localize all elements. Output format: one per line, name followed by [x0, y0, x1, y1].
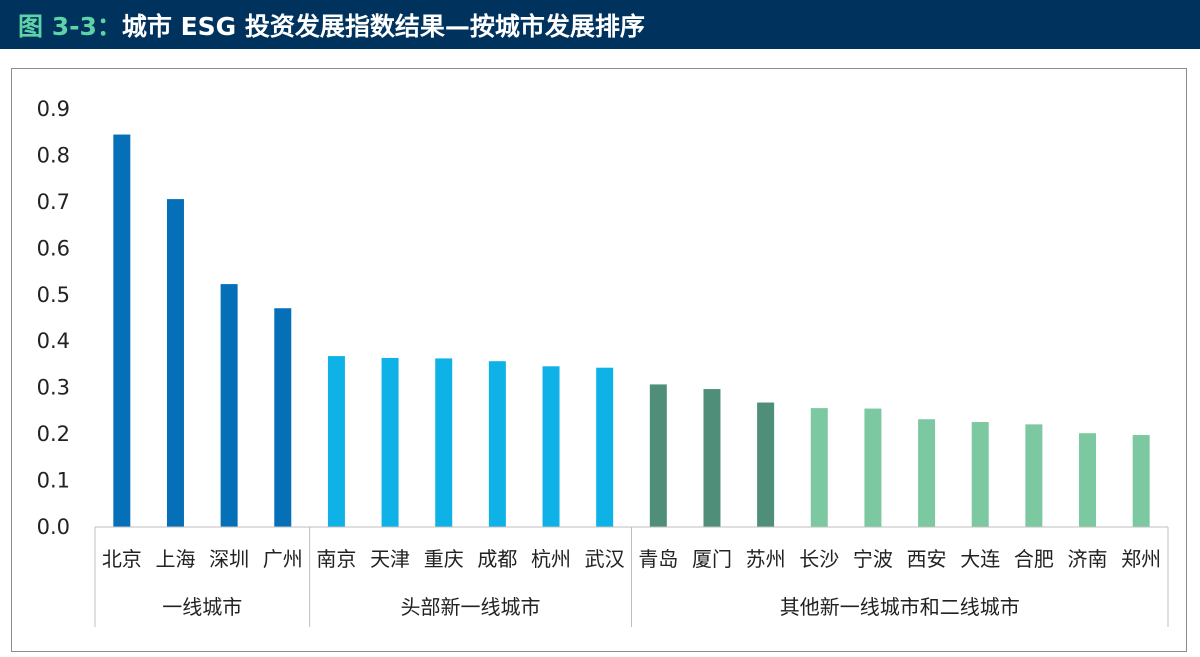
group-label: 头部新一线城市 — [401, 595, 541, 619]
category-label: 合肥 — [1014, 547, 1054, 571]
bar-成都 — [488, 361, 506, 527]
title-separator: ： — [96, 11, 122, 41]
bars — [113, 134, 1150, 527]
bar-宁波 — [864, 408, 882, 527]
category-label: 西安 — [907, 547, 947, 571]
bar-长沙 — [810, 408, 828, 527]
bar-重庆 — [435, 358, 453, 527]
category-label: 天津 — [370, 547, 410, 571]
x-axis: 北京 上海 深圳 广州 南京 天津 重庆 成都 杭州 武汉 青岛 厦门 苏州 长沙 宁波 西安 大连 合肥 济南 郑州… — [94, 526, 1169, 627]
group-label: 一线城市 — [162, 595, 242, 619]
bar-广州 — [274, 308, 292, 527]
chart-title: 城市 ESG 投资发展指数结果—按城市发展排序 — [121, 11, 645, 41]
y-tick-label: 0.1 — [37, 469, 70, 493]
bar-深圳 — [220, 284, 238, 527]
category-label: 深圳 — [209, 547, 249, 571]
bar-青岛 — [649, 384, 667, 527]
category-label: 广州 — [263, 547, 303, 571]
group-label: 其他新一线城市和二线城市 — [780, 595, 1020, 619]
y-tick-label: 0.5 — [37, 283, 70, 307]
category-label: 上海 — [155, 547, 195, 571]
category-label: 大连 — [960, 547, 1000, 571]
category-label: 济南 — [1068, 547, 1108, 571]
bar-南京 — [327, 356, 345, 527]
category-label: 杭州 — [531, 547, 571, 571]
y-tick-label: 0.7 — [37, 190, 70, 214]
bar-合肥 — [1025, 424, 1043, 527]
bar-chart: 0.0 0.1 0.2 0.3 0.4 0.5 0.6 0.7 0.8 0.9 北京 上海 深圳 广州南… — [37, 97, 1169, 627]
category-label: 重庆 — [424, 547, 464, 571]
bar-北京 — [113, 134, 131, 527]
bar-济南 — [1079, 433, 1097, 527]
category-label: 郑州 — [1121, 547, 1161, 571]
bar-大连 — [971, 422, 989, 527]
category-label: 青岛 — [638, 547, 678, 571]
y-tick-label: 0.9 — [37, 97, 70, 121]
category-label: 厦门 — [692, 547, 732, 571]
bar-厦门 — [703, 389, 721, 527]
bar-苏州 — [757, 402, 775, 527]
category-label: 苏州 — [746, 547, 786, 571]
y-tick-label: 0.6 — [37, 236, 70, 260]
bar-杭州 — [542, 366, 560, 527]
bar-西安 — [918, 419, 936, 527]
y-tick-label: 0.0 — [37, 515, 70, 539]
y-axis: 0.0 0.1 0.2 0.3 0.4 0.5 0.6 0.7 0.8 0.9 — [37, 97, 70, 539]
chart-panel: 0.0 0.1 0.2 0.3 0.4 0.5 0.6 0.7 0.8 0.9 北京 上海 深圳 广州南… — [11, 68, 1187, 652]
category-label: 武汉 — [585, 547, 625, 571]
bar-武汉 — [596, 367, 614, 527]
y-tick-label: 0.3 — [37, 376, 70, 400]
category-label: 长沙 — [799, 547, 839, 571]
y-tick-label: 0.8 — [37, 143, 70, 167]
category-label: 宁波 — [853, 547, 893, 571]
bar-天津 — [381, 357, 399, 527]
figure-label: 图 3-3 — [18, 11, 97, 41]
title-bar: 图 3-3 ： 城市 ESG 投资发展指数结果—按城市发展排序 — [0, 0, 1200, 49]
y-tick-label: 0.4 — [37, 329, 70, 353]
y-tick-label: 0.2 — [37, 422, 70, 446]
category-label: 北京 — [102, 547, 142, 571]
bar-郑州 — [1132, 435, 1150, 527]
category-label: 成都 — [477, 547, 517, 571]
category-label: 南京 — [316, 547, 356, 571]
bar-上海 — [166, 199, 184, 527]
